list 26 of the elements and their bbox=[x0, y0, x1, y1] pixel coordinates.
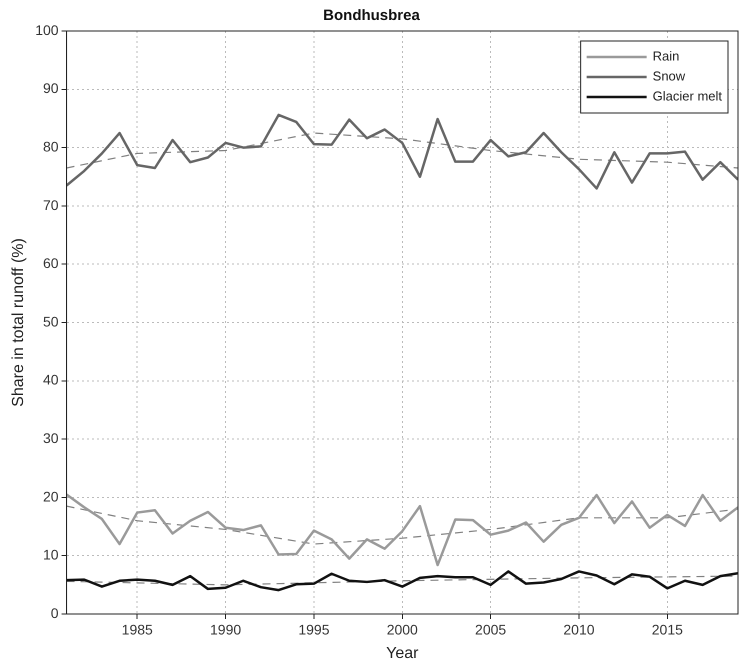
x-tick-label: 2005 bbox=[475, 621, 506, 638]
x-tick-label: 2015 bbox=[652, 621, 684, 638]
y-tick-label: 40 bbox=[42, 372, 59, 388]
chart-title: Bondhusbrea bbox=[323, 7, 420, 24]
y-tick-label: 90 bbox=[42, 80, 59, 96]
y-tick-label: 80 bbox=[42, 138, 59, 154]
y-tick-label: 30 bbox=[42, 430, 59, 446]
x-tick-label: 2010 bbox=[563, 621, 595, 638]
x-tick-label: 1990 bbox=[210, 621, 242, 638]
x-axis-title: Year bbox=[386, 644, 420, 662]
x-tick-label: 1995 bbox=[298, 621, 330, 638]
y-tick-label: 100 bbox=[35, 22, 59, 38]
line-series bbox=[66, 132, 738, 169]
legend-label: Snow bbox=[652, 68, 686, 84]
y-tick-label: 20 bbox=[42, 488, 59, 504]
x-tick-label: 2000 bbox=[386, 621, 418, 638]
legend-label: Glacier melt bbox=[652, 88, 722, 104]
legend-label: Rain bbox=[652, 48, 680, 64]
y-tick-label: 70 bbox=[42, 196, 59, 213]
y-axis-title: Share in total runoff (%) bbox=[10, 238, 28, 407]
x-tick-label: 1985 bbox=[122, 621, 154, 638]
y-tick-label: 0 bbox=[50, 604, 59, 621]
y-tick-label: 10 bbox=[42, 546, 59, 563]
y-tick-label: 60 bbox=[42, 255, 59, 272]
y-tick-label: 50 bbox=[42, 313, 59, 330]
line-series bbox=[66, 506, 738, 545]
